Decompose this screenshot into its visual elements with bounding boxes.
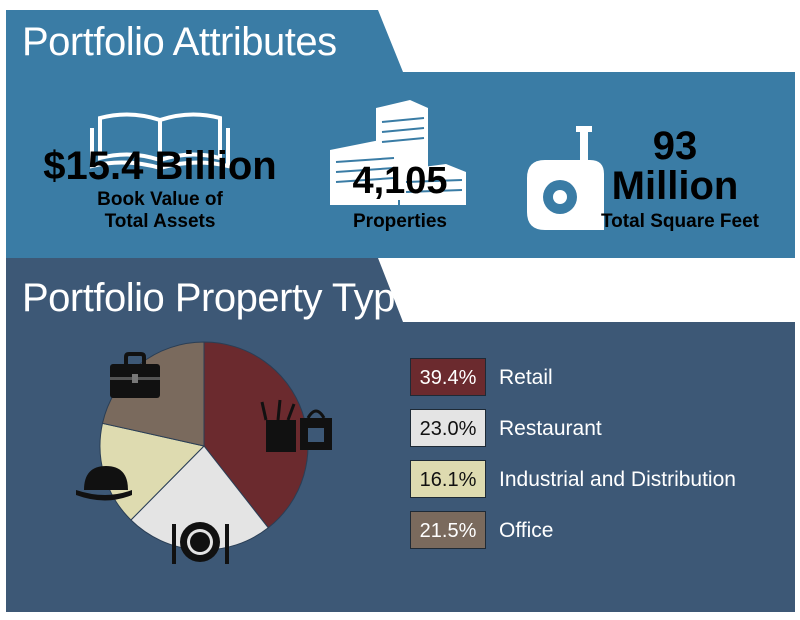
legend-label: Retail <box>499 366 553 389</box>
legend-swatch-value: 21.5% <box>410 511 486 549</box>
property-types-pie-chart <box>76 341 332 564</box>
shopping-bags-icon <box>260 399 332 452</box>
properties-label: Properties <box>353 211 447 232</box>
assets-label-line1: Book Value of <box>97 189 223 210</box>
attribute-icons <box>90 100 604 230</box>
square-feet-value-line1: 93 <box>652 124 698 168</box>
properties-value: 4,105 <box>352 160 448 202</box>
legend-swatch-value: 16.1% <box>410 460 486 498</box>
assets-label-line2: Total Assets <box>104 211 216 232</box>
plate-fork-knife-icon <box>172 522 229 564</box>
assets-label: Book Value of Total Assets <box>40 189 280 233</box>
square-feet-value-line2: Million <box>611 164 739 208</box>
tape-measure-icon <box>527 126 604 230</box>
buildings-icon <box>330 100 466 205</box>
assets-value: $15.4 Billion <box>43 144 277 188</box>
property-types-title: Portfolio Property Types <box>22 276 437 320</box>
legend-swatch-value: 23.0% <box>410 409 486 447</box>
legend-label: Office <box>499 519 554 542</box>
attributes-title: Portfolio Attributes <box>22 20 337 64</box>
square-feet-value: 93 Million <box>590 126 760 206</box>
legend-label: Industrial and Distribution <box>499 468 736 491</box>
legend-label: Restaurant <box>499 417 602 440</box>
briefcase-icon <box>110 352 160 398</box>
pie-slice-retail <box>203 341 309 529</box>
square-feet-label: Total Square Feet <box>600 211 759 232</box>
legend-swatch-value: 39.4% <box>410 358 486 396</box>
hard-hat-icon <box>76 466 132 501</box>
open-book-icon <box>90 112 230 171</box>
